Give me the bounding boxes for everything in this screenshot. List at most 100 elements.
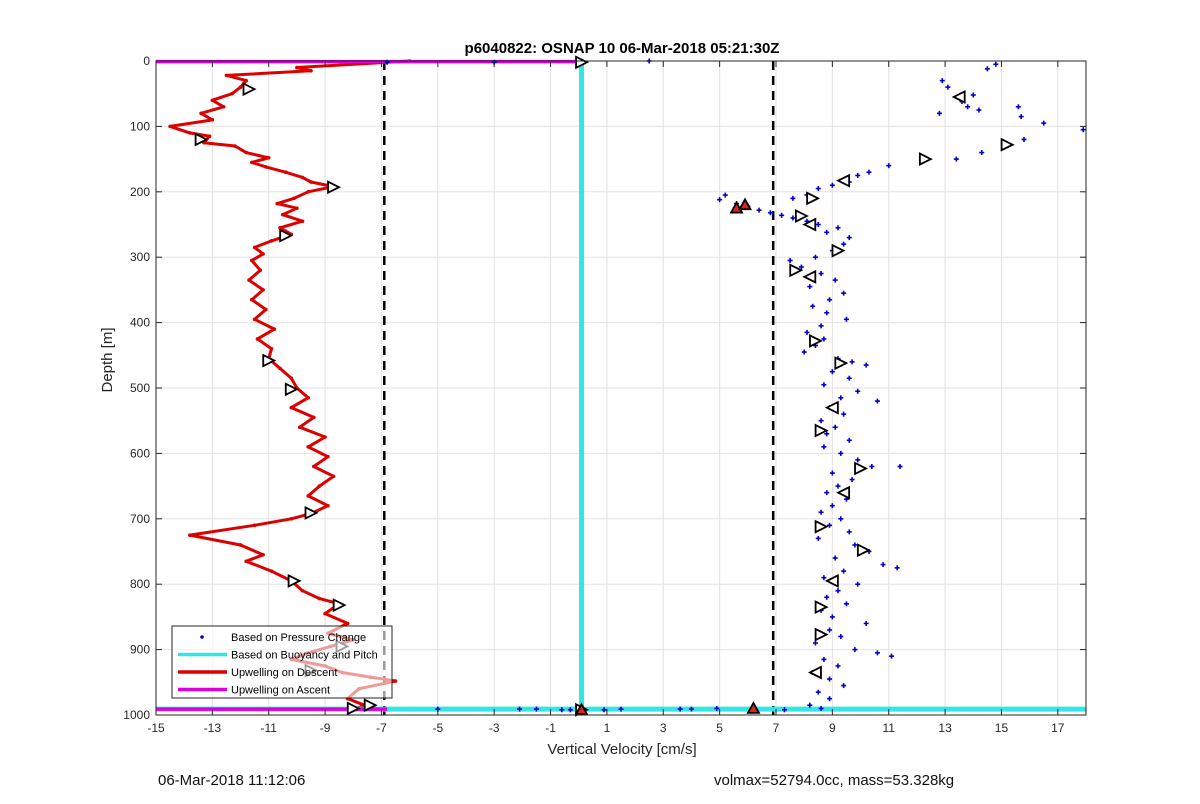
triangle-marker [279,228,294,243]
descent-upwelling-point [393,679,398,683]
legend-entry-label: Based on Pressure Change [231,632,366,644]
descent-upwelling-point [306,190,310,194]
legend-entry-label: Upwelling on Descent [231,667,337,679]
pressure-change-point [841,411,847,417]
descent-upwelling-point [309,69,313,73]
pressure-change-point [863,362,869,368]
descent-upwelling-point [252,523,257,528]
descent-upwelling-point [300,175,305,180]
pressure-change-point [841,568,847,574]
pressure-change-point [838,450,844,456]
pressure-change-point [818,705,824,711]
pressure-change-point [812,640,818,646]
pressure-change-point [821,575,827,581]
descent-upwelling-point [261,288,265,292]
descent-upwelling-point [168,124,172,129]
pressure-change-point [790,215,796,221]
descent-upwelling-point [264,165,268,169]
legend-box [171,625,393,699]
x-tick-label: 9 [829,721,836,735]
pressure-change-point [829,182,835,188]
descent-upwelling-point [188,131,192,135]
descent-upwelling-point [269,346,274,351]
triangle-marker [194,132,209,147]
pressure-change-point [855,457,861,463]
descent-upwelling-point [210,118,215,122]
pressure-change-point [838,516,844,522]
descent-upwelling-point [345,621,350,626]
pressure-change-point [846,437,852,443]
descent-upwelling-point [238,543,243,547]
descent-upwelling-point [250,297,254,302]
pressure-change-point [863,620,869,626]
descent-upwelling-point [278,366,282,371]
pressure-change-point [1080,127,1086,133]
descent-upwelling-point [272,327,277,331]
pressure-change-point [677,706,683,712]
triangle-marker [262,353,277,368]
pressure-change-point [824,310,830,316]
pressure-change-point [815,689,821,695]
triangle-marker [802,269,817,284]
pressure-change-point [779,212,785,218]
pressure-change-point [824,594,830,600]
pressure-change-point [810,303,816,309]
x-tick-label: 17 [1051,721,1065,735]
triangle-marker [242,82,257,97]
triangle-marker [951,90,966,104]
pressure-change-point [533,706,539,712]
x-tick-label: -1 [545,721,556,735]
y-tick-label: 100 [130,119,150,133]
triangle-marker [814,423,829,438]
pressure-change-point [827,696,833,702]
descent-upwelling-point [244,78,248,83]
pressure-change-point [838,634,844,640]
pressure-change-point [852,647,858,653]
descent-upwelling-point [255,337,260,341]
triangle-marker-red [737,197,753,211]
pressure-change-point [790,195,796,201]
pressure-change-point [1018,114,1024,120]
triangle-marker [802,217,817,232]
triangle-marker [327,180,342,195]
descent-upwelling-point [269,569,274,573]
pressure-change-point [849,359,855,365]
descent-upwelling-point [312,464,316,469]
pressure-change-point [824,229,830,235]
pressure-change-point [722,192,728,198]
triangle-marker [287,573,302,588]
pressure-change-point [852,542,858,548]
descent-upwelling-point [210,98,215,103]
descent-upwelling-point [244,150,248,155]
pressure-change-point [835,225,841,231]
x-tick-label: 13 [938,721,952,735]
pressure-change-point [855,388,861,394]
triangle-marker [814,519,829,534]
descent-upwelling-point [221,104,226,109]
triangle-marker [856,543,871,558]
pressure-change-point [849,477,855,483]
footer-timestamp: 06-Mar-2018 11:12:06 [158,772,306,789]
pressure-change-point [866,169,872,175]
triangle-marker [836,485,851,500]
descent-upwelling-point [199,111,203,116]
x-tick-label: 15 [995,721,1009,735]
pressure-change-point [846,375,852,381]
descent-upwelling-point [306,494,310,498]
pressure-change-point [843,601,849,607]
pressure-change-point [821,382,827,388]
pressure-change-point [945,84,951,90]
pressure-change-point [807,702,813,708]
x-tick-label: -13 [204,721,222,735]
descent-upwelling-point [261,252,265,256]
descent-upwelling-point [306,445,310,449]
triangle-marker [332,598,347,613]
descent-upwelling-point [317,484,322,488]
descent-upwelling-point [295,206,299,210]
legend-entry-label: Based on Buoyancy and Pitch [231,650,378,662]
pressure-change-point [787,257,793,263]
triangle-marker [346,701,361,716]
descent-upwelling-point [317,596,322,601]
axes: -15 -13 -11 -9 -7 -5 -3 -1 1 3 5 7 9 11 13 15 1701002003… [123,54,1087,735]
y-tick-label: 900 [130,643,150,657]
